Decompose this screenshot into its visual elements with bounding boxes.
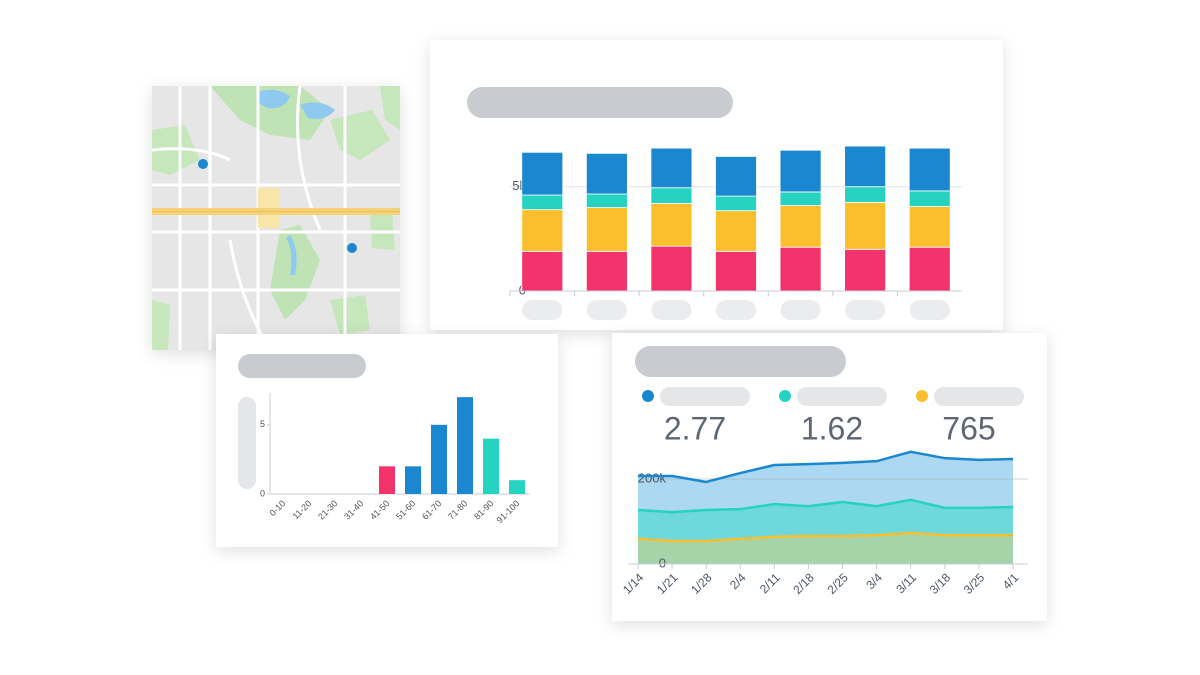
map-marker	[347, 243, 357, 253]
bar-segment	[585, 193, 628, 208]
legend-label-placeholder	[660, 387, 750, 406]
line	[637, 531, 1013, 543]
category-label-placeholder	[780, 300, 821, 320]
bar-segment	[521, 250, 564, 292]
stat-value: 1.62	[801, 410, 863, 446]
legend-label-placeholder	[934, 387, 1024, 406]
line	[638, 450, 1014, 484]
category-label-placeholder	[651, 300, 692, 320]
bar-segment	[908, 190, 951, 207]
bar	[431, 424, 447, 494]
bar-segment	[779, 246, 822, 292]
y-tick-label: 0	[659, 555, 666, 570]
bar-segment	[715, 195, 757, 212]
area	[638, 532, 1013, 564]
bar-segment	[779, 205, 822, 248]
bar-segment	[844, 186, 887, 203]
title-placeholder	[467, 87, 733, 118]
bar	[509, 480, 525, 494]
bar-segment	[844, 248, 887, 292]
bar-segment	[908, 206, 951, 248]
bar-segment	[650, 202, 693, 247]
category-label-placeholder	[522, 300, 563, 320]
y-tick-label: 200k	[638, 470, 667, 485]
bar-segment	[715, 210, 757, 252]
category-label-placeholder	[586, 300, 627, 320]
bar	[457, 397, 473, 494]
bar	[379, 466, 395, 494]
title-placeholder	[238, 354, 366, 378]
bar-segment	[908, 147, 951, 192]
line	[637, 498, 1014, 514]
bar	[405, 466, 421, 494]
stat-value: 2.77	[664, 410, 726, 446]
stacked-bar-card: 05k	[430, 40, 1003, 330]
map-marker	[198, 159, 208, 169]
map-features	[152, 86, 400, 350]
legend-label-placeholder	[797, 387, 887, 406]
bar-segment	[585, 152, 628, 195]
bar-segment	[521, 209, 564, 252]
bar-segment	[521, 151, 564, 196]
bar-segment	[715, 156, 757, 197]
bar-segment	[650, 147, 693, 189]
legend-dot	[779, 390, 791, 402]
legend-dot	[642, 390, 654, 402]
legend-dot	[916, 390, 928, 402]
axis-label-placeholder	[238, 397, 256, 489]
bar-segment	[715, 250, 757, 292]
title-placeholder	[635, 346, 846, 377]
stat-value: 765	[942, 410, 995, 446]
bar-segment	[844, 145, 887, 188]
y-tick-label: 0	[260, 488, 265, 498]
bar-segment	[521, 194, 564, 211]
bar-segment	[585, 250, 628, 292]
category-label-placeholder	[716, 300, 756, 320]
bar-segment	[779, 191, 822, 206]
category-label-placeholder	[909, 300, 950, 320]
bar-segment	[779, 149, 822, 193]
category-label-placeholder	[845, 300, 886, 320]
bar	[483, 438, 499, 494]
bar-segment	[585, 207, 628, 252]
histogram-card: 050-10 11-20 21-30 31-40 41-50 51-60 61-70 71-8…	[216, 334, 558, 547]
bar-segment	[650, 245, 693, 292]
bar-segment	[650, 187, 693, 204]
y-tick-label: 5	[260, 419, 265, 429]
bar-segment	[844, 201, 887, 250]
bar-segment	[908, 246, 951, 292]
map-card	[152, 86, 400, 350]
